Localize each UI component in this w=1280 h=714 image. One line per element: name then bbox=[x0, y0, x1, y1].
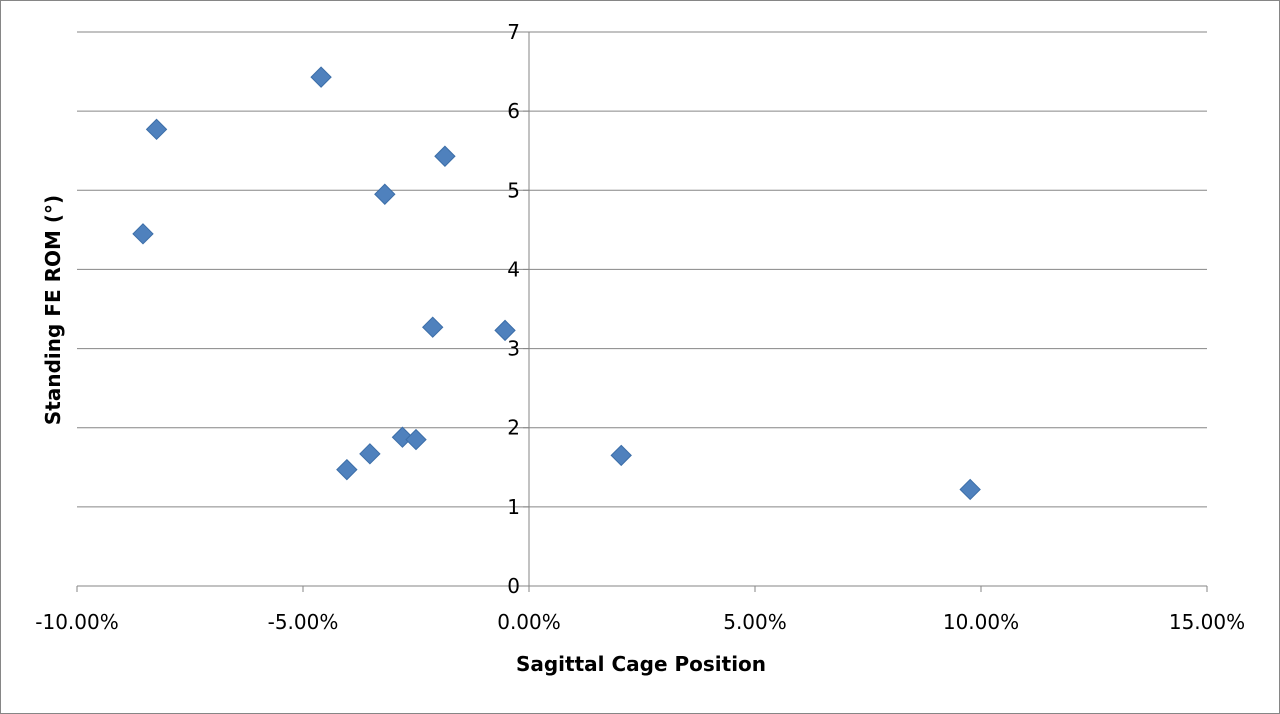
data-point bbox=[434, 145, 456, 167]
data-point bbox=[132, 223, 154, 245]
y-tick-label: 2 bbox=[507, 416, 520, 440]
x-tick-label: 10.00% bbox=[943, 610, 1019, 634]
data-point bbox=[336, 458, 358, 481]
x-tick-label: -5.00% bbox=[268, 610, 339, 634]
x-tick-label: 5.00% bbox=[723, 610, 787, 634]
x-tick-label: -10.00% bbox=[35, 610, 118, 634]
data-points bbox=[132, 66, 981, 501]
y-tick-label: 0 bbox=[507, 574, 520, 598]
data-point bbox=[959, 478, 981, 501]
gridlines bbox=[77, 31, 1207, 508]
data-point bbox=[374, 183, 396, 205]
data-point bbox=[145, 118, 168, 141]
y-tick-label: 4 bbox=[507, 257, 520, 281]
y-tick-label: 3 bbox=[507, 337, 520, 361]
y-tick-label: 6 bbox=[507, 99, 520, 123]
data-point bbox=[359, 443, 381, 465]
data-point bbox=[494, 319, 516, 342]
y-tick-label: 5 bbox=[507, 178, 520, 202]
data-point bbox=[391, 426, 414, 448]
data-point bbox=[405, 428, 427, 451]
data-point bbox=[422, 316, 444, 338]
y-axis-title: Standing FE ROM (°) bbox=[41, 195, 65, 425]
x-tick-label: 15.00% bbox=[1169, 610, 1245, 634]
y-tick-labels: 0 1 2 3 4 5 6 7 bbox=[507, 20, 520, 598]
x-tick-labels: -10.00% -5.00% 0.00% 5.00% 10.00% 15.00% bbox=[35, 610, 1245, 634]
y-tick-label: 7 bbox=[507, 20, 520, 44]
x-tick-label: 0.00% bbox=[497, 610, 561, 634]
data-point bbox=[610, 444, 632, 467]
y-tick-label: 1 bbox=[507, 495, 520, 519]
axes bbox=[76, 31, 1208, 592]
data-point bbox=[310, 66, 332, 88]
x-axis-title: Sagittal Cage Position bbox=[516, 652, 766, 676]
